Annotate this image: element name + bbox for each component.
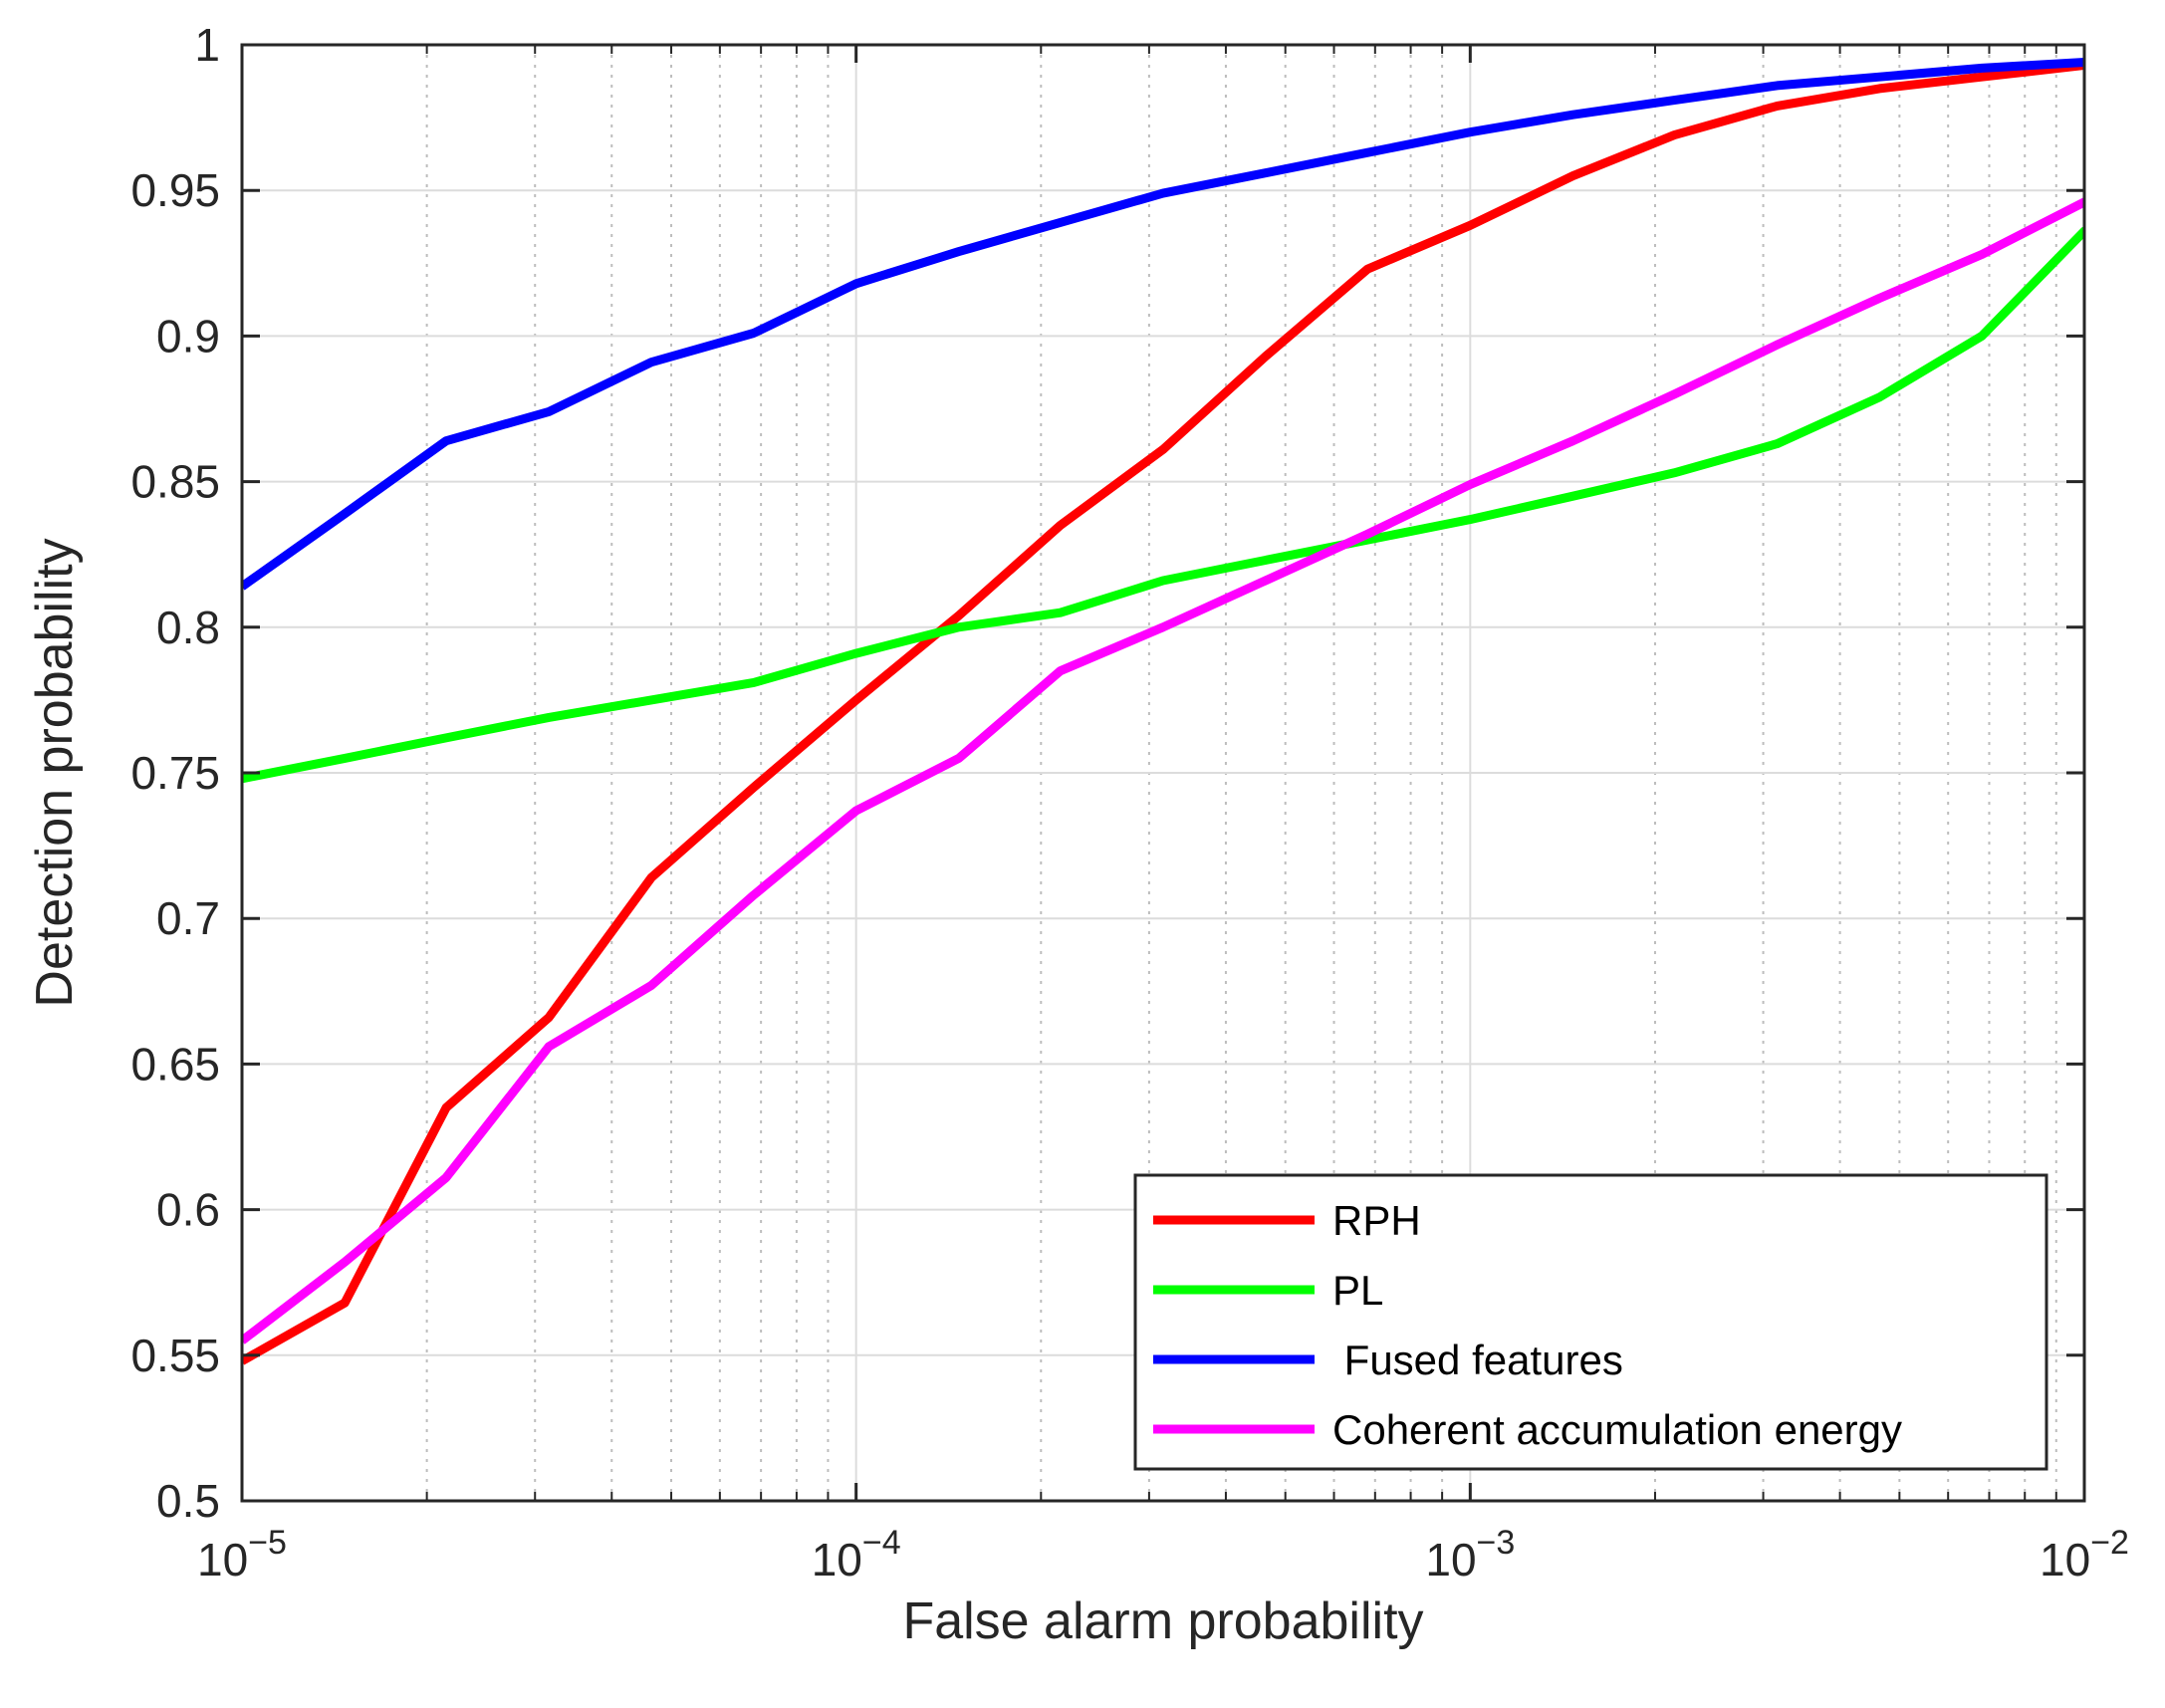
legend-label: PL <box>1332 1267 1383 1314</box>
tick-labels: 10−5 10−4 10−3 10−2 0.5 0.55 0.6 0.65 0.7 0.75 0.8… <box>130 19 2129 1586</box>
axis-ticks <box>240 43 2086 1503</box>
x-tick-label: 10−4 <box>812 1524 901 1586</box>
series-line <box>242 60 2084 1365</box>
y-tick-label: 0.6 <box>156 1184 220 1236</box>
legend: RPH PL Fused features Coherent accumulatio… <box>1133 1173 2048 1471</box>
y-tick-label: 0.85 <box>130 456 220 508</box>
y-tick-label: 0.95 <box>130 164 220 216</box>
y-tick-label: 0.9 <box>156 310 220 362</box>
y-tick-label: 0.75 <box>130 747 220 799</box>
x-tick-label: 10−5 <box>197 1524 287 1586</box>
series-line <box>242 57 2084 591</box>
y-tick-label: 0.55 <box>130 1330 220 1381</box>
series-line <box>242 226 2084 784</box>
y-tick-label: 0.65 <box>130 1038 220 1090</box>
series-lines <box>242 57 2084 1365</box>
x-axis-label: False alarm probability <box>902 1592 1423 1650</box>
y-axis-label: Detection probability <box>26 538 84 1007</box>
y-tick-label: 0.8 <box>156 602 220 653</box>
y-tick-label: 0.7 <box>156 892 220 944</box>
legend-label: Coherent accumulation energy <box>1332 1406 1902 1453</box>
x-tick-label: 10−3 <box>1425 1524 1515 1586</box>
legend-label: RPH <box>1332 1197 1421 1244</box>
y-tick-label: 0.5 <box>156 1475 220 1527</box>
y-tick-label: 1 <box>194 19 220 71</box>
series-line <box>242 197 2084 1344</box>
x-tick-label: 10−2 <box>2040 1524 2129 1586</box>
legend-label: Fused features <box>1332 1337 1623 1383</box>
